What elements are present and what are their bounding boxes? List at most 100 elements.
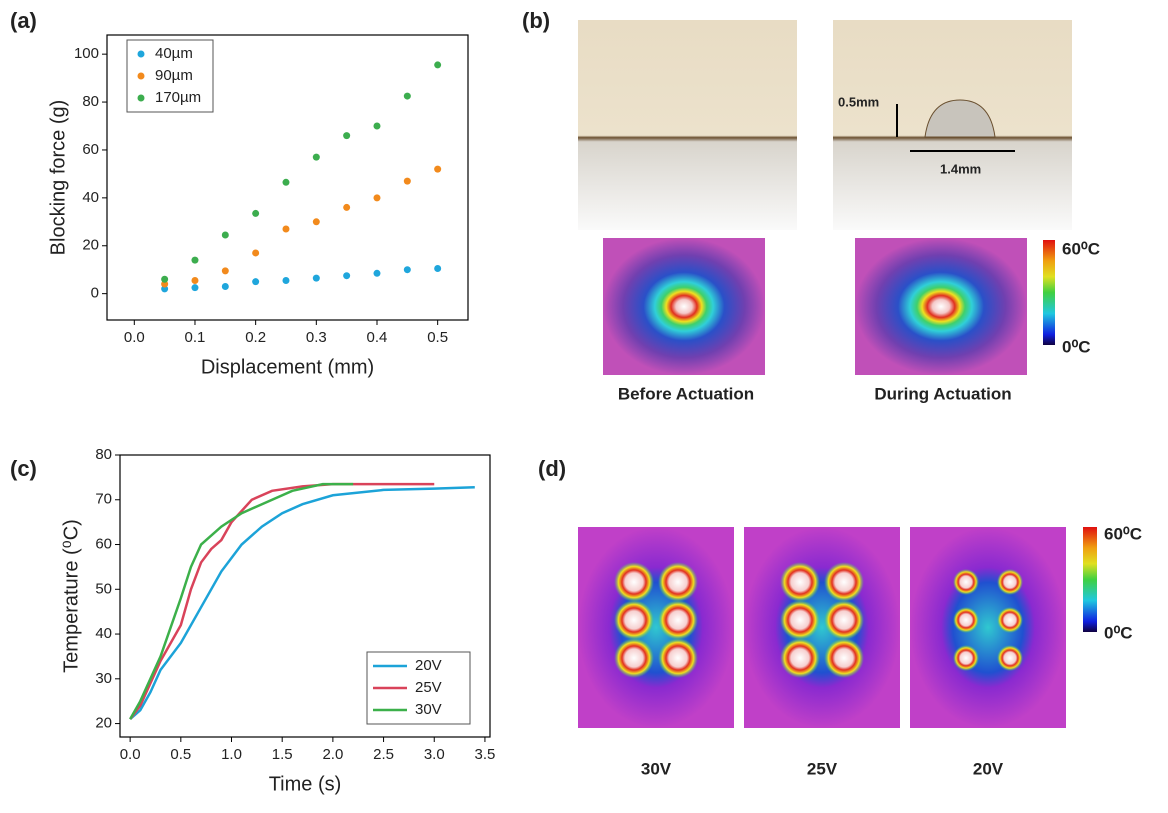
point: [222, 267, 229, 274]
point: [373, 123, 380, 130]
thermal-image: [744, 527, 900, 728]
y-tick-label: 60: [95, 535, 112, 552]
hot-spot: [997, 645, 1023, 671]
hot-spot: [780, 638, 820, 678]
caption: During Actuation: [874, 384, 1011, 403]
hot-spot: [614, 562, 654, 602]
figure: (a) (b) (c) (d) 0.5mm 1.4mm 60⁰C 0⁰C Bef…: [0, 0, 1168, 813]
point: [282, 277, 289, 284]
x-tick-label: 0.0: [120, 746, 141, 763]
point: [191, 277, 198, 284]
page: {"chart_data":[ {"type":"scatter","x_lab…: [0, 0, 1168, 813]
x-tick-label: 0.1: [185, 329, 206, 346]
point: [252, 249, 259, 256]
point: [434, 61, 441, 68]
colorbar: [1083, 527, 1097, 632]
point: [343, 272, 350, 279]
point: [252, 210, 259, 217]
y-tick-label: 50: [95, 580, 112, 597]
y-tick-label: 40: [95, 625, 112, 642]
legend-label: 30V: [415, 701, 442, 718]
x-tick-label: 0.5: [170, 746, 191, 763]
line: [130, 484, 353, 719]
hot-spot: [614, 600, 654, 640]
x-tick-label: 0.3: [306, 329, 327, 346]
thermal-image: [910, 527, 1066, 728]
hot-spot: [824, 638, 864, 678]
legend-label: 170µm: [155, 89, 201, 106]
caption: 25V: [807, 759, 838, 778]
point: [282, 179, 289, 186]
colorbar-label: 0⁰C: [1104, 623, 1133, 642]
x-tick-label: 1.0: [221, 746, 242, 763]
thermal-image: [578, 527, 734, 728]
hot-spot: [997, 569, 1023, 595]
hot-spot: [658, 562, 698, 602]
point: [252, 278, 259, 285]
hot-spot: [953, 569, 979, 595]
x-tick-label: 3.0: [424, 746, 445, 763]
y-tick-label: 0: [91, 285, 99, 302]
point: [434, 166, 441, 173]
hot-spot: [824, 600, 864, 640]
y-tick-label: 80: [95, 446, 112, 463]
y-tick-label: 70: [95, 491, 112, 508]
y-tick-label: 60: [82, 141, 99, 158]
x-axis-label: Displacement (mm): [201, 356, 374, 378]
legend-label: 20V: [415, 657, 442, 674]
x-tick-label: 2.5: [373, 746, 394, 763]
y-tick-label: 20: [82, 237, 99, 254]
point: [191, 284, 198, 291]
legend-swatch: [138, 73, 145, 80]
point: [404, 178, 411, 185]
y-tick-label: 80: [82, 93, 99, 110]
legend-label: 90µm: [155, 67, 193, 84]
point: [191, 257, 198, 264]
legend-swatch: [138, 51, 145, 58]
photo-before: [578, 20, 797, 230]
dimension-label: 1.4mm: [940, 161, 981, 176]
dimension-label: 0.5mm: [838, 94, 879, 109]
hot-spot: [824, 562, 864, 602]
y-axis-label: Temperature (⁰C): [60, 519, 82, 673]
legend-label: 25V: [415, 679, 442, 696]
y-axis-label: Blocking force (g): [47, 100, 69, 256]
thermal-image: [603, 238, 765, 375]
point: [343, 204, 350, 211]
colorbar-label: 0⁰C: [1062, 337, 1091, 356]
point: [434, 265, 441, 272]
hot-spot: [780, 562, 820, 602]
x-tick-label: 2.0: [322, 746, 343, 763]
y-tick-label: 100: [74, 45, 99, 62]
x-tick-label: 1.5: [272, 746, 293, 763]
caption: 20V: [973, 759, 1004, 778]
x-axis-label: Time (s): [269, 773, 342, 795]
point: [404, 93, 411, 100]
panel-label: (b): [522, 8, 550, 33]
point: [313, 154, 320, 161]
x-tick-label: 0.4: [367, 329, 388, 346]
x-tick-label: 3.5: [475, 746, 496, 763]
point: [373, 194, 380, 201]
colorbar: [1043, 240, 1055, 345]
point: [161, 276, 168, 283]
panel-label: (c): [10, 456, 37, 481]
legend-swatch: [138, 95, 145, 102]
point: [404, 266, 411, 273]
point: [282, 225, 289, 232]
caption: Before Actuation: [618, 384, 754, 403]
y-tick-label: 40: [82, 189, 99, 206]
x-tick-label: 0.2: [245, 329, 266, 346]
point: [373, 270, 380, 277]
point: [313, 218, 320, 225]
x-tick-label: 0.0: [124, 329, 145, 346]
panel-label: (a): [10, 8, 37, 33]
colorbar-label: 60⁰C: [1062, 239, 1100, 258]
point: [313, 275, 320, 282]
x-tick-label: 0.5: [427, 329, 448, 346]
y-tick-label: 20: [95, 715, 112, 732]
point: [222, 283, 229, 290]
hot-spot: [614, 638, 654, 678]
colorbar-label: 60⁰C: [1104, 524, 1142, 543]
hot-spot: [780, 600, 820, 640]
